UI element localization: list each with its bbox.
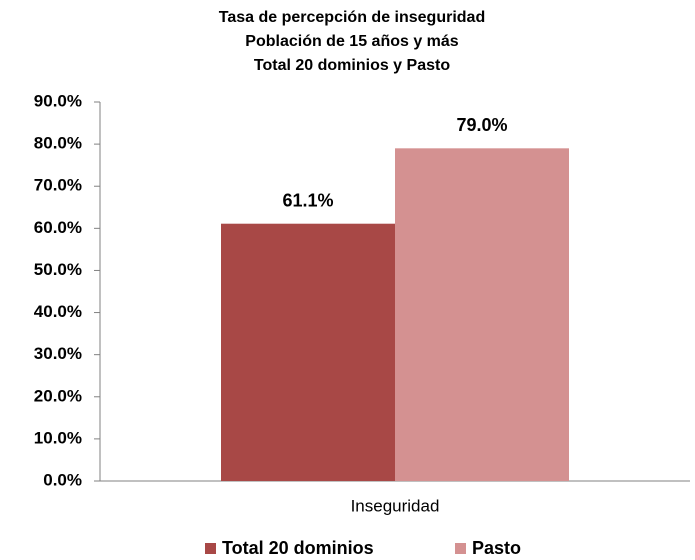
- y-tick-label: 40.0%: [34, 302, 82, 321]
- y-tick-label: 20.0%: [34, 386, 82, 405]
- legend-label: Pasto: [472, 538, 521, 558]
- legend-swatch: [455, 543, 466, 554]
- y-tick-label: 50.0%: [34, 260, 82, 279]
- value-label: 79.0%: [456, 115, 507, 135]
- x-tick-label: Inseguridad: [351, 496, 440, 515]
- y-tick-label: 30.0%: [34, 344, 82, 363]
- y-tick-label: 60.0%: [34, 218, 82, 237]
- y-tick-label: 80.0%: [34, 134, 82, 153]
- y-tick-label: 0.0%: [43, 470, 82, 489]
- legend-swatch: [205, 543, 216, 554]
- bar: [395, 148, 569, 482]
- y-tick-label: 90.0%: [34, 91, 82, 110]
- chart-title: Población de 15 años y más: [245, 33, 459, 50]
- legend-label: Total 20 dominios: [222, 538, 374, 558]
- bar: [221, 223, 395, 481]
- y-tick-label: 70.0%: [34, 176, 82, 195]
- y-tick-label: 10.0%: [34, 428, 82, 447]
- value-label: 61.1%: [282, 190, 333, 210]
- chart-title: Total 20 dominios y Pasto: [254, 57, 450, 74]
- chart-title: Tasa de percepción de inseguridad: [219, 9, 485, 26]
